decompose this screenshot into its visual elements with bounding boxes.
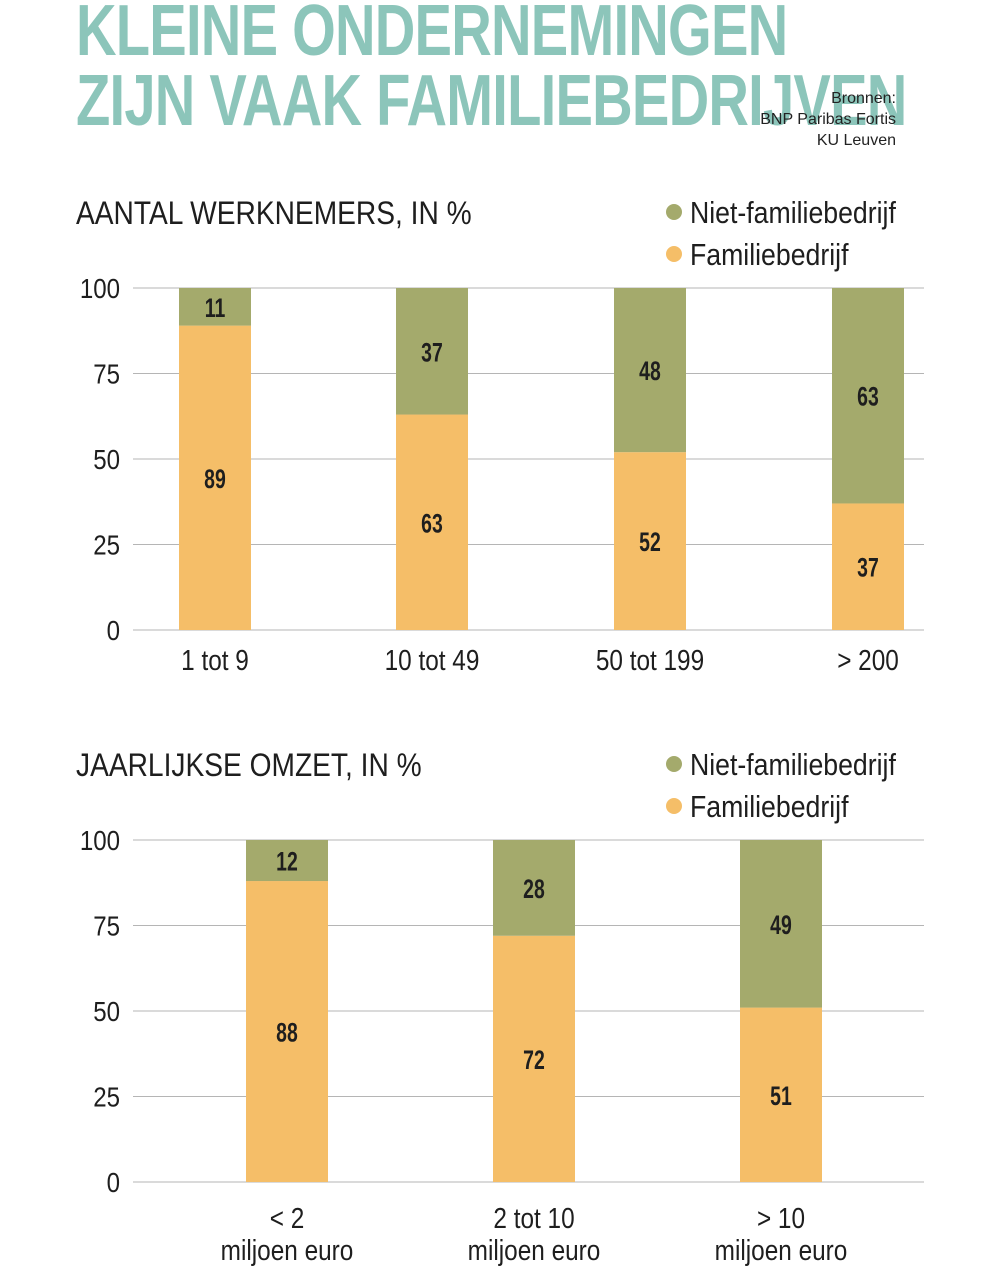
data-label-familiebedrijf: 88: [276, 1017, 298, 1047]
bar-niet-familiebedrijf: [246, 840, 328, 882]
chart-aantal-werknemers: AANTAL WERKNEMERS, IN % Niet-familiebedri…: [76, 196, 924, 676]
legend-dot-familiebedrijf: [666, 798, 682, 814]
data-label-familiebedrijf: 72: [523, 1045, 545, 1075]
data-label-niet-familiebedrijf: 49: [770, 910, 792, 940]
x-tick-label: 50 tot 199: [596, 644, 704, 676]
x-tick-label: > 10: [757, 1202, 805, 1234]
bar-niet-familiebedrijf: [740, 840, 822, 1008]
bar-niet-familiebedrijf: [493, 840, 575, 936]
y-tick-label: 25: [93, 529, 120, 561]
data-label-niet-familiebedrijf: 37: [421, 337, 443, 367]
bar-niet-familiebedrijf: [179, 288, 251, 326]
legend-dot-familiebedrijf: [666, 246, 682, 262]
legend-label-niet-familiebedrijf: Niet-familiebedrijf: [690, 748, 897, 782]
bar-familiebedrijf: [740, 1007, 822, 1182]
chart-title: JAARLIJKSE OMZET, IN %: [76, 748, 422, 783]
x-tick-label: 10 tot 49: [385, 644, 480, 676]
bar-familiebedrijf: [246, 881, 328, 1182]
y-tick-label: 100: [80, 824, 120, 856]
data-label-niet-familiebedrijf: 63: [857, 382, 879, 412]
bar-familiebedrijf: [493, 935, 575, 1182]
sources-label: Bronnen:: [831, 90, 896, 107]
bar-familiebedrijf: [179, 325, 251, 630]
bar-niet-familiebedrijf: [396, 288, 468, 415]
legend-dot-niet-familiebedrijf: [666, 756, 682, 772]
data-label-familiebedrijf: 63: [421, 508, 443, 538]
y-tick-label: 25: [93, 1081, 120, 1113]
data-label-niet-familiebedrijf: 28: [523, 874, 545, 904]
data-label-familiebedrijf: 51: [770, 1081, 792, 1111]
legend-dot-niet-familiebedrijf: [666, 204, 682, 220]
x-tick-label: miljoen euro: [468, 1234, 601, 1266]
x-tick-label: 2 tot 10: [493, 1202, 574, 1234]
data-label-niet-familiebedrijf: 48: [639, 356, 661, 386]
bar-niet-familiebedrijf: [614, 288, 686, 453]
main-title: KLEINE ONDERNEMINGEN ZIJN VAAK FAMILIEBE…: [76, 0, 907, 141]
data-label-niet-familiebedrijf: 11: [205, 293, 226, 323]
data-label-niet-familiebedrijf: 12: [276, 846, 298, 876]
y-tick-label: 75: [93, 358, 120, 390]
legend-label-familiebedrijf: Familiebedrijf: [690, 238, 849, 272]
x-tick-label: < 2: [270, 1202, 305, 1234]
x-tick-label: miljoen euro: [715, 1234, 848, 1266]
y-tick-label: 0: [107, 614, 120, 646]
data-label-familiebedrijf: 37: [857, 553, 879, 583]
x-tick-label: 1 tot 9: [181, 644, 249, 676]
bar-niet-familiebedrijf: [832, 288, 904, 504]
sources-note: Bronnen: BNP Paribas Fortis KU Leuven: [760, 88, 896, 151]
source-bnp: BNP Paribas Fortis: [760, 111, 896, 128]
bar-familiebedrijf: [396, 414, 468, 630]
chart-jaarlijkse-omzet: JAARLIJKSE OMZET, IN % Niet-familiebedrij…: [76, 748, 924, 1266]
y-tick-label: 0: [107, 1166, 120, 1198]
source-kul: KU Leuven: [816, 132, 896, 149]
bar-familiebedrijf: [832, 503, 904, 630]
y-tick-label: 75: [93, 910, 120, 942]
x-tick-label: miljoen euro: [221, 1234, 354, 1266]
y-tick-label: 50: [93, 995, 120, 1027]
title-line-1: KLEINE ONDERNEMINGEN: [76, 0, 788, 71]
y-tick-label: 50: [93, 443, 120, 475]
chart-title: AANTAL WERKNEMERS, IN %: [76, 196, 472, 231]
bar-familiebedrijf: [614, 452, 686, 630]
y-tick-label: 100: [80, 272, 120, 304]
legend-label-familiebedrijf: Familiebedrijf: [690, 790, 849, 824]
data-label-familiebedrijf: 52: [639, 527, 661, 557]
data-label-familiebedrijf: 89: [204, 464, 226, 494]
x-tick-label: > 200: [837, 644, 899, 676]
title-line-2: ZIJN VAAK FAMILIEBEDRIJVEN: [76, 61, 907, 141]
legend-label-niet-familiebedrijf: Niet-familiebedrijf: [690, 196, 897, 230]
